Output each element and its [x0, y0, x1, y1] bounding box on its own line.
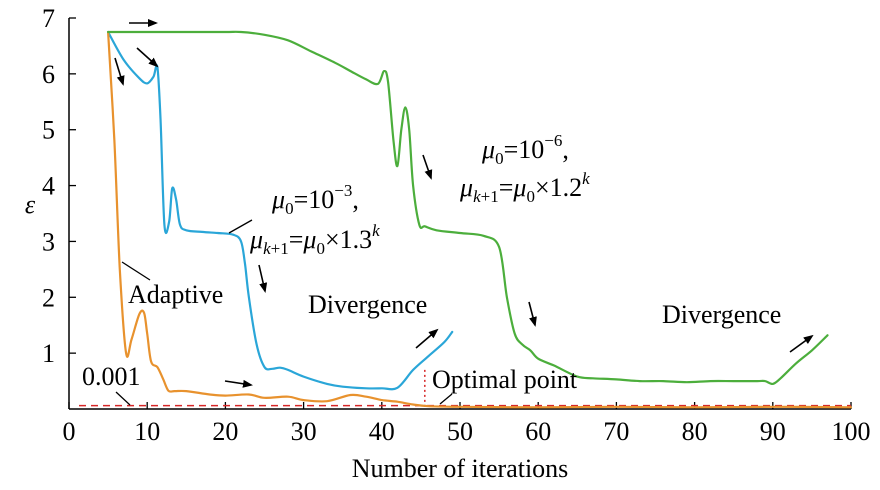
reference-label-leader: [115, 391, 131, 406]
arrow-icon: [789, 334, 814, 353]
x-axis-title: Number of iterations: [352, 454, 569, 483]
blue-leader: [228, 219, 253, 234]
green-rule-label: μk+1=μ0×1.2k: [459, 169, 590, 206]
x-tick-label: 10: [134, 417, 160, 446]
divergence-label-2: Divergence: [662, 300, 781, 329]
x-tick-label: 100: [832, 417, 871, 446]
x-tick-label: 60: [525, 417, 551, 446]
arrow-icon: [114, 57, 125, 86]
arrow-icon: [422, 154, 433, 180]
y-ticks: 1 2 3 4 5 6 7: [42, 4, 76, 368]
arrow-icon: [415, 328, 439, 349]
y-tick-label: 5: [42, 116, 55, 145]
series-line-0: [107, 30, 454, 391]
x-tick-label: 20: [212, 417, 238, 446]
green-mu0-label: μ0=10−6,: [481, 131, 569, 168]
blue-rule-label: μk+1=μ0×1.3k: [249, 221, 380, 258]
reference-line-label: 0.001: [82, 362, 141, 391]
y-tick-label: 3: [42, 227, 55, 256]
x-tick-label: 40: [369, 417, 395, 446]
series-line-2: [107, 30, 829, 386]
x-tick-label: 0: [63, 417, 76, 446]
x-tick-label: 70: [603, 417, 629, 446]
optimal-point-label: Optimal point: [432, 365, 578, 394]
series-line-1: [107, 30, 853, 409]
y-tick-label: 2: [42, 283, 55, 312]
adaptive-leader: [121, 261, 151, 281]
arrows: [114, 19, 814, 388]
blue-mu0-label: μ0=10−3,: [271, 181, 359, 218]
x-tick-label: 50: [447, 417, 473, 446]
optimal-point-leader: [439, 393, 453, 405]
x-ticks: 0 10 20 30 40 50 60 70 80 90 100: [63, 402, 871, 446]
arrow-icon: [224, 379, 253, 388]
adaptive-label: Adaptive: [128, 280, 223, 309]
y-tick-label: 1: [42, 339, 55, 368]
x-tick-label: 90: [760, 417, 786, 446]
divergence-label-1: Divergence: [308, 290, 427, 319]
series-group: [107, 30, 853, 409]
x-tick-label: 80: [682, 417, 708, 446]
y-axis-title: ε: [25, 190, 36, 219]
arrow-icon: [528, 301, 537, 327]
y-tick-label: 6: [42, 60, 55, 89]
y-tick-label: 4: [42, 172, 55, 201]
y-tick-label: 7: [42, 4, 55, 33]
x-tick-label: 30: [291, 417, 317, 446]
arrow-icon: [258, 264, 268, 293]
arrow-icon: [136, 47, 159, 68]
